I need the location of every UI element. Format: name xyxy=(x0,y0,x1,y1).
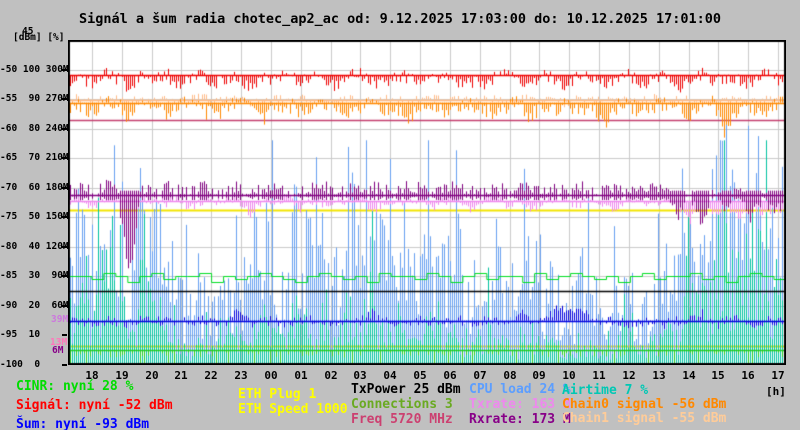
x-axis-hour-label: 09 xyxy=(532,369,546,382)
y-axis-label: -80 40 120M xyxy=(0,240,69,252)
legend-item-txpower: TxPower 25 dBm xyxy=(351,382,461,397)
x-axis-hour-label: 15 xyxy=(711,369,725,382)
x-axis-hour-label: 07 xyxy=(473,369,487,382)
legend-item-rxrate: Rxrate: 173 M xyxy=(469,412,571,427)
legend-item-txrate: Txrate: 163 M xyxy=(469,397,571,412)
y-axis-label: -95 10 xyxy=(0,329,69,340)
x-axis-unit-label: [h] xyxy=(766,385,786,398)
legend-item-freq: Freq 5720 MHz xyxy=(351,412,453,427)
rate-marker-label: 6M xyxy=(52,345,64,356)
x-axis-hour-label: 14 xyxy=(682,369,696,382)
x-axis-hour-label: 13 xyxy=(652,369,666,382)
chart-plot-canvas xyxy=(68,40,786,365)
legend-item-airtime: Airtime 7 % xyxy=(562,383,649,398)
x-axis-hour-label: 21 xyxy=(174,369,188,382)
y-axis-tick xyxy=(62,98,67,100)
x-axis-hour-label: 17 xyxy=(771,369,785,382)
legend-item-chain0: Chain0 signal -56 dBm xyxy=(562,397,727,412)
x-axis-hour-label: 08 xyxy=(503,369,517,382)
y-axis-label: -90 20 60M xyxy=(0,299,69,311)
legend-item-eth-plug: ETH Plug 1 xyxy=(238,387,317,402)
x-axis-hour-label: 12 xyxy=(622,369,636,382)
x-axis-hour-label: 05 xyxy=(413,369,427,382)
y-axis-tick xyxy=(62,216,67,218)
x-axis-hour-label: 01 xyxy=(294,369,308,382)
rate-marker-label: 39M xyxy=(51,314,69,325)
legend-item-cpu-load: CPU load 24 % xyxy=(469,382,571,397)
x-axis-hour-label: 06 xyxy=(443,369,457,382)
y-axis-label: -85 30 90M xyxy=(0,270,69,281)
x-axis-hour-label: 03 xyxy=(353,369,367,382)
y-axis-top-value: 45 xyxy=(22,26,34,37)
x-axis-hour-label: 10 xyxy=(562,369,576,382)
x-axis-hour-label: 20 xyxy=(145,369,159,382)
y-axis-tick xyxy=(62,157,67,159)
legend-item-connections: Connections 3 xyxy=(351,397,453,412)
legend-item-eth-speed: ETH Speed 1000 xyxy=(238,402,348,417)
legend-item-sum: Šum: nyní -93 dBm xyxy=(16,417,150,430)
y-axis-tick xyxy=(62,334,67,336)
y-axis-label: -70 60 180M xyxy=(0,181,69,193)
y-axis-tick xyxy=(62,187,67,189)
legend-item-chain1: Chain1 signal -55 dBm xyxy=(562,411,727,426)
y-axis-label: -75 50 150M xyxy=(0,211,69,222)
x-axis-hour-label: 19 xyxy=(115,369,129,382)
y-axis-label: -50 100 300M xyxy=(0,63,69,75)
x-axis-hour-label: 11 xyxy=(592,369,606,382)
x-axis-hour-label: 02 xyxy=(324,369,338,382)
x-axis-hour-label: 23 xyxy=(234,369,248,382)
y-axis-tick xyxy=(62,128,67,130)
x-axis-hour-label: 22 xyxy=(204,369,218,382)
x-axis-hour-label: 00 xyxy=(264,369,278,382)
rate-marker-label: 13M xyxy=(50,337,68,348)
legend-item-cinr: CINR: nyní 28 % xyxy=(16,379,134,394)
x-axis-hour-label: 16 xyxy=(741,369,755,382)
y-axis-label: -100 0 xyxy=(0,358,69,370)
y-axis-label: -65 70 210M xyxy=(0,152,69,163)
y-axis-label: -55 90 270M xyxy=(0,93,69,104)
y-axis-units-label: [dBm] [%] xyxy=(13,32,65,43)
y-axis-tick xyxy=(62,364,67,366)
x-axis-hour-label: 04 xyxy=(383,369,397,382)
chart-title: Signál a šum radia chotec_ap2_ac od: 9.1… xyxy=(78,11,722,27)
y-axis-tick xyxy=(62,69,67,71)
y-axis-tick xyxy=(62,275,67,277)
legend-item-signal: Signál: nyní -52 dBm xyxy=(16,398,173,413)
x-axis-hour-label: 18 xyxy=(85,369,99,382)
y-axis-label: -60 80 240M xyxy=(0,122,69,134)
y-axis-tick xyxy=(62,305,67,307)
y-axis-tick xyxy=(62,246,67,248)
